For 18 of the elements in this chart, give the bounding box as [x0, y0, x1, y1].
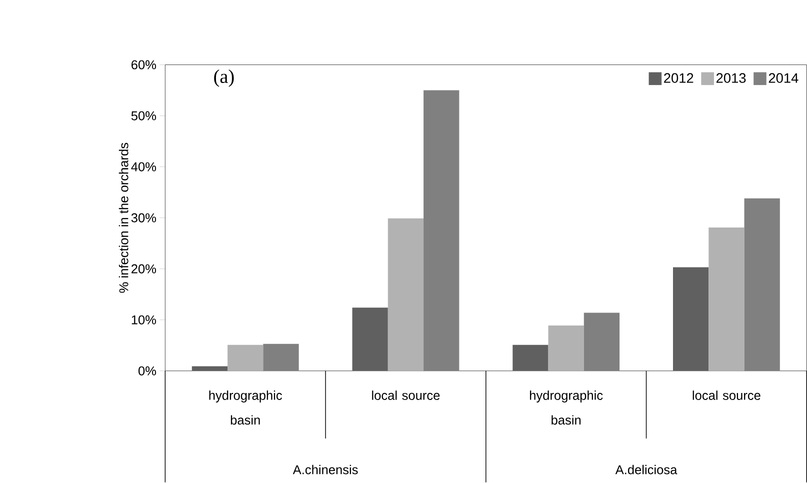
x-tick-label: hydrographic basin: [530, 390, 603, 425]
y-tick-label: 60%: [132, 60, 156, 70]
text: A.deliciosa: [615, 465, 678, 474]
y-tick-label: 30%: [131, 213, 156, 222]
y-axis-title: % infection in the orchards: [118, 143, 128, 293]
x-tick-label: local source: [372, 390, 440, 400]
y-tick-label: 10%: [132, 315, 156, 325]
legend-label: 2013: [716, 73, 746, 84]
y-tick-label: 40%: [131, 162, 156, 172]
y-tick-label: 20%: [132, 264, 156, 274]
y-tick-label: 50%: [131, 111, 156, 120]
text: A.chinensis: [292, 465, 358, 474]
x-tick-label: local source: [692, 390, 760, 400]
x-tick-label: hydrographic basin: [209, 390, 282, 425]
y-tick-label: 0%: [138, 366, 156, 376]
legend-label: 2012: [664, 73, 694, 84]
legend-label: 2014: [768, 73, 798, 84]
chart-title: (a): [214, 70, 234, 88]
